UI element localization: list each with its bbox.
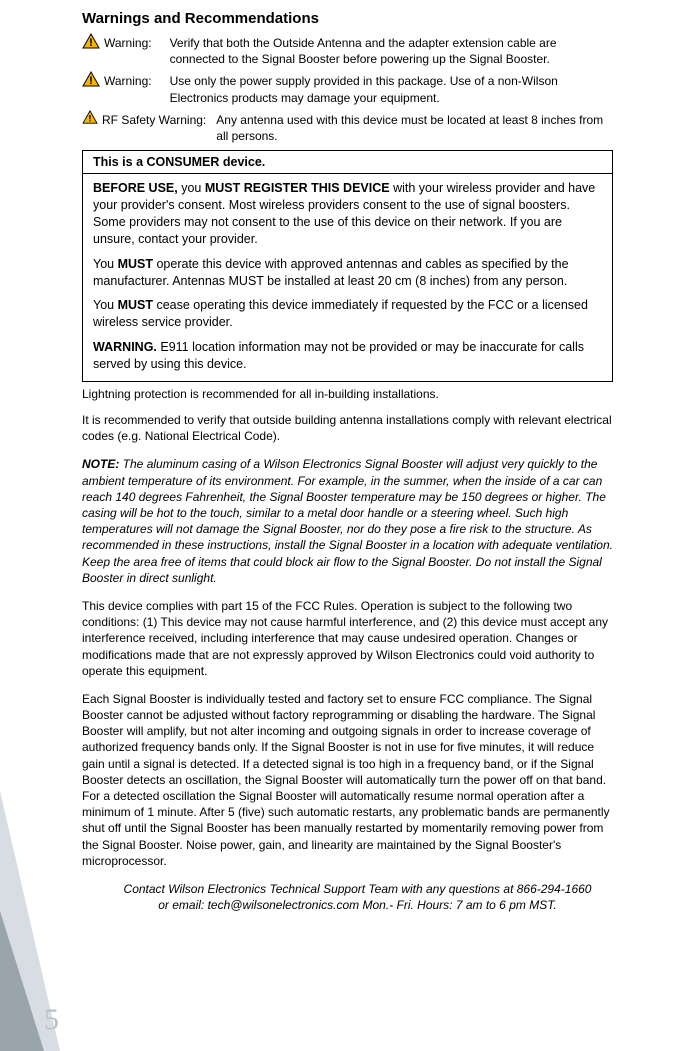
note-label: NOTE: bbox=[82, 457, 119, 471]
text: cease operating this device immediately … bbox=[93, 298, 588, 329]
page-title: Warnings and Recommendations bbox=[82, 10, 613, 27]
paragraph-codes: It is recommended to verify that outside… bbox=[82, 412, 613, 444]
warning-icon: ! bbox=[82, 33, 100, 49]
warning-row: ! RF Safety Warning: Any antenna used wi… bbox=[82, 112, 613, 144]
warning-text: Any antenna used with this device must b… bbox=[216, 112, 613, 144]
svg-text:!: ! bbox=[88, 113, 91, 124]
footer-line-2: or email: tech@wilsonelectronics.com Mon… bbox=[158, 898, 557, 912]
consumer-paragraph: You MUST operate this device with approv… bbox=[93, 256, 602, 290]
warning-icon: ! bbox=[82, 110, 98, 124]
warning-text: Use only the power supply provided in th… bbox=[170, 73, 613, 105]
paragraph-compliance: Each Signal Booster is individually test… bbox=[82, 691, 613, 869]
warning-label: Warning: bbox=[104, 35, 170, 51]
text-bold: BEFORE USE, bbox=[93, 181, 178, 195]
text-bold: MUST bbox=[118, 298, 153, 312]
svg-text:!: ! bbox=[89, 37, 93, 49]
text: You bbox=[93, 257, 118, 271]
text: you bbox=[178, 181, 205, 195]
warning-label: RF Safety Warning: bbox=[102, 112, 216, 128]
svg-text:!: ! bbox=[89, 75, 93, 87]
text: operate this device with approved antenn… bbox=[93, 257, 569, 288]
paragraph-fcc15: This device complies with part 15 of the… bbox=[82, 598, 613, 679]
text: You bbox=[93, 298, 118, 312]
consumer-paragraph: You MUST cease operating this device imm… bbox=[93, 297, 602, 331]
warning-row: ! Warning: Verify that both the Outside … bbox=[82, 35, 613, 67]
warning-label: Warning: bbox=[104, 73, 170, 89]
document-page: Warnings and Recommendations ! Warning: … bbox=[0, 0, 675, 913]
consumer-box-header: This is a CONSUMER device. bbox=[83, 151, 612, 174]
consumer-paragraph: BEFORE USE, you MUST REGISTER THIS DEVIC… bbox=[93, 180, 602, 248]
text-bold: WARNING. bbox=[93, 340, 157, 354]
footer-contact: Contact Wilson Electronics Technical Sup… bbox=[82, 881, 613, 913]
note-paragraph: NOTE: The aluminum casing of a Wilson El… bbox=[82, 456, 613, 586]
consumer-paragraph: WARNING. E911 location information may n… bbox=[93, 339, 602, 373]
footer-line-1: Contact Wilson Electronics Technical Sup… bbox=[124, 882, 592, 896]
warning-icon: ! bbox=[82, 71, 100, 87]
warning-text: Verify that both the Outside Antenna and… bbox=[170, 35, 613, 67]
text-bold: MUST REGISTER THIS DEVICE bbox=[205, 181, 390, 195]
warning-row: ! Warning: Use only the power supply pro… bbox=[82, 73, 613, 105]
text-bold: MUST bbox=[118, 257, 153, 271]
note-text: The aluminum casing of a Wilson Electron… bbox=[82, 457, 613, 584]
consumer-box-body: BEFORE USE, you MUST REGISTER THIS DEVIC… bbox=[83, 174, 612, 381]
page-number: 5 bbox=[44, 1003, 59, 1037]
text: E911 location information may not be pro… bbox=[93, 340, 584, 371]
paragraph-lightning: Lightning protection is recommended for … bbox=[82, 386, 613, 402]
consumer-device-box: This is a CONSUMER device. BEFORE USE, y… bbox=[82, 150, 613, 382]
